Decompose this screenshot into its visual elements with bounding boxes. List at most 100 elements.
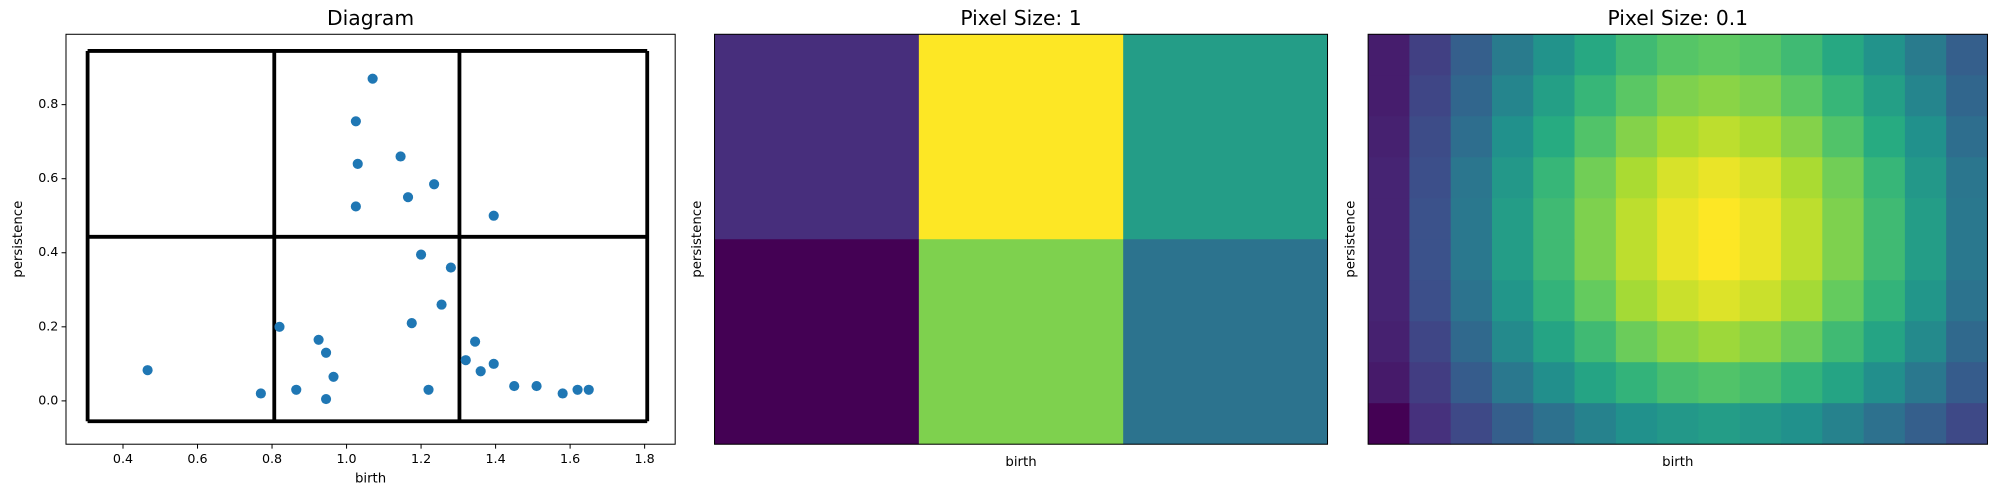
heatmap-cell: [1863, 116, 1906, 158]
point: [350, 116, 361, 127]
heatmap-cell: [1615, 362, 1658, 404]
heatmap-cell: [1657, 75, 1699, 117]
heatmap-cell: [1409, 403, 1452, 445]
x-tick-label: 1.0: [336, 451, 356, 466]
x-tick-label: 1.2: [411, 451, 431, 466]
point: [470, 336, 481, 347]
point: [415, 249, 427, 260]
heatmap-cell: [1657, 198, 1699, 240]
heatmap-cell: [1491, 239, 1534, 281]
heatmap-cell: [1904, 198, 1947, 240]
point: [406, 318, 417, 329]
heatmap-cell: [1781, 280, 1823, 322]
heatmap-cell: [1533, 75, 1575, 117]
heatmap-cell: [1904, 34, 1947, 76]
point: [313, 334, 324, 345]
heatmap-cell: [1409, 34, 1452, 76]
heatmap-cell: [918, 34, 1124, 240]
heatmap-cell: [1574, 280, 1617, 322]
heatmap-cell: [1863, 198, 1906, 240]
heatmap-cell: [1698, 321, 1741, 363]
y-axis-label: persistence: [1343, 201, 1358, 278]
heatmap-cell: [1409, 157, 1452, 199]
y-axis-label: persistence: [690, 201, 705, 278]
heatmap-cell: [1739, 34, 1782, 76]
x-axis-label: birth: [1662, 455, 1693, 470]
heatmap-cell: [1946, 75, 1988, 117]
heatmap-cell: [1615, 198, 1658, 240]
heatmap-cell: [1657, 157, 1699, 199]
x-axis-label: birth: [1005, 455, 1036, 470]
heatmap-cell: [1123, 239, 1328, 445]
heatmap-cell: [1822, 75, 1864, 117]
heatmap-cell: [1533, 239, 1575, 281]
heatmap-cell: [1368, 116, 1410, 158]
heatmap-cell: [918, 239, 1124, 445]
heatmap-cell: [1781, 362, 1823, 404]
y-tick-label: 0.8: [38, 96, 58, 111]
heatmap-cell: [1739, 198, 1782, 240]
heatmap-cell: [1739, 280, 1782, 322]
heatmap-cell: [1904, 116, 1947, 158]
heatmap-cell: [1946, 280, 1988, 322]
heatmap-cell: [1739, 403, 1782, 445]
point: [291, 384, 302, 395]
point: [350, 201, 361, 212]
heatmap-cell: [1533, 362, 1575, 404]
heatmap-cell: [1450, 239, 1493, 281]
point: [402, 192, 414, 203]
heatmap-cell: [1698, 34, 1741, 76]
point: [320, 347, 332, 358]
heatmap-cell: [1822, 321, 1864, 363]
heatmap-cell: [1574, 239, 1617, 281]
heatmap-cell: [1368, 239, 1410, 281]
y-tick-label: 0.6: [38, 170, 58, 185]
heatmap-cell: [1946, 157, 1988, 199]
heatmap-cell: [1574, 157, 1617, 199]
chart-title: Pixel Size: 1: [960, 6, 1081, 30]
heatmap-cell: [1491, 75, 1534, 117]
heatmap-cell: [1739, 362, 1782, 404]
y-axis-label: persistence: [11, 201, 26, 278]
heatmap-cell: [1863, 403, 1906, 445]
heatmap-cell: [1409, 321, 1452, 363]
heatmap-cell: [1615, 280, 1658, 322]
x-tick-label: 0.8: [262, 451, 282, 466]
heatmap-cell: [1574, 198, 1617, 240]
point: [352, 158, 363, 169]
heatmap-cell: [1698, 239, 1741, 281]
heatmap-cell: [1450, 321, 1493, 363]
heatmap-cell: [1574, 362, 1617, 404]
heatmap-cell: [1698, 362, 1741, 404]
heatmap-cell: [1904, 239, 1947, 281]
heatmap-cell: [1904, 403, 1947, 445]
heatmap-cell: [1781, 198, 1823, 240]
heatmap-cell: [1739, 116, 1782, 158]
x-tick-label: 0.4: [113, 451, 133, 466]
axes-frame: [1367, 33, 1988, 445]
chart-title: Pixel Size: 0.1: [1607, 6, 1748, 30]
heatmap-cell: [1657, 362, 1699, 404]
heatmap-cell: [1368, 157, 1410, 199]
heatmap-cell: [1946, 34, 1988, 76]
heatmap-cell: [1739, 75, 1782, 117]
point: [445, 262, 456, 273]
heatmap-cell: [1698, 116, 1741, 158]
heatmap-cell: [1574, 403, 1617, 445]
heatmap-cell: [1781, 157, 1823, 199]
point: [460, 355, 471, 366]
point: [429, 179, 440, 190]
heatmap-cell: [1904, 321, 1947, 363]
heatmap-cell: [1904, 75, 1947, 117]
heatmap-cell: [1863, 34, 1906, 76]
heatmap-cell: [1491, 321, 1534, 363]
heatmap-cell: [1409, 280, 1452, 322]
heatmap-cell: [1574, 75, 1617, 117]
heatmap-cell: [1368, 280, 1410, 322]
heatmap-cell: [1533, 116, 1575, 158]
heatmap-cell: [1368, 34, 1410, 76]
heatmap-cell: [1368, 198, 1410, 240]
heatmap-cell: [1450, 403, 1493, 445]
heatmap-cell: [714, 34, 920, 240]
